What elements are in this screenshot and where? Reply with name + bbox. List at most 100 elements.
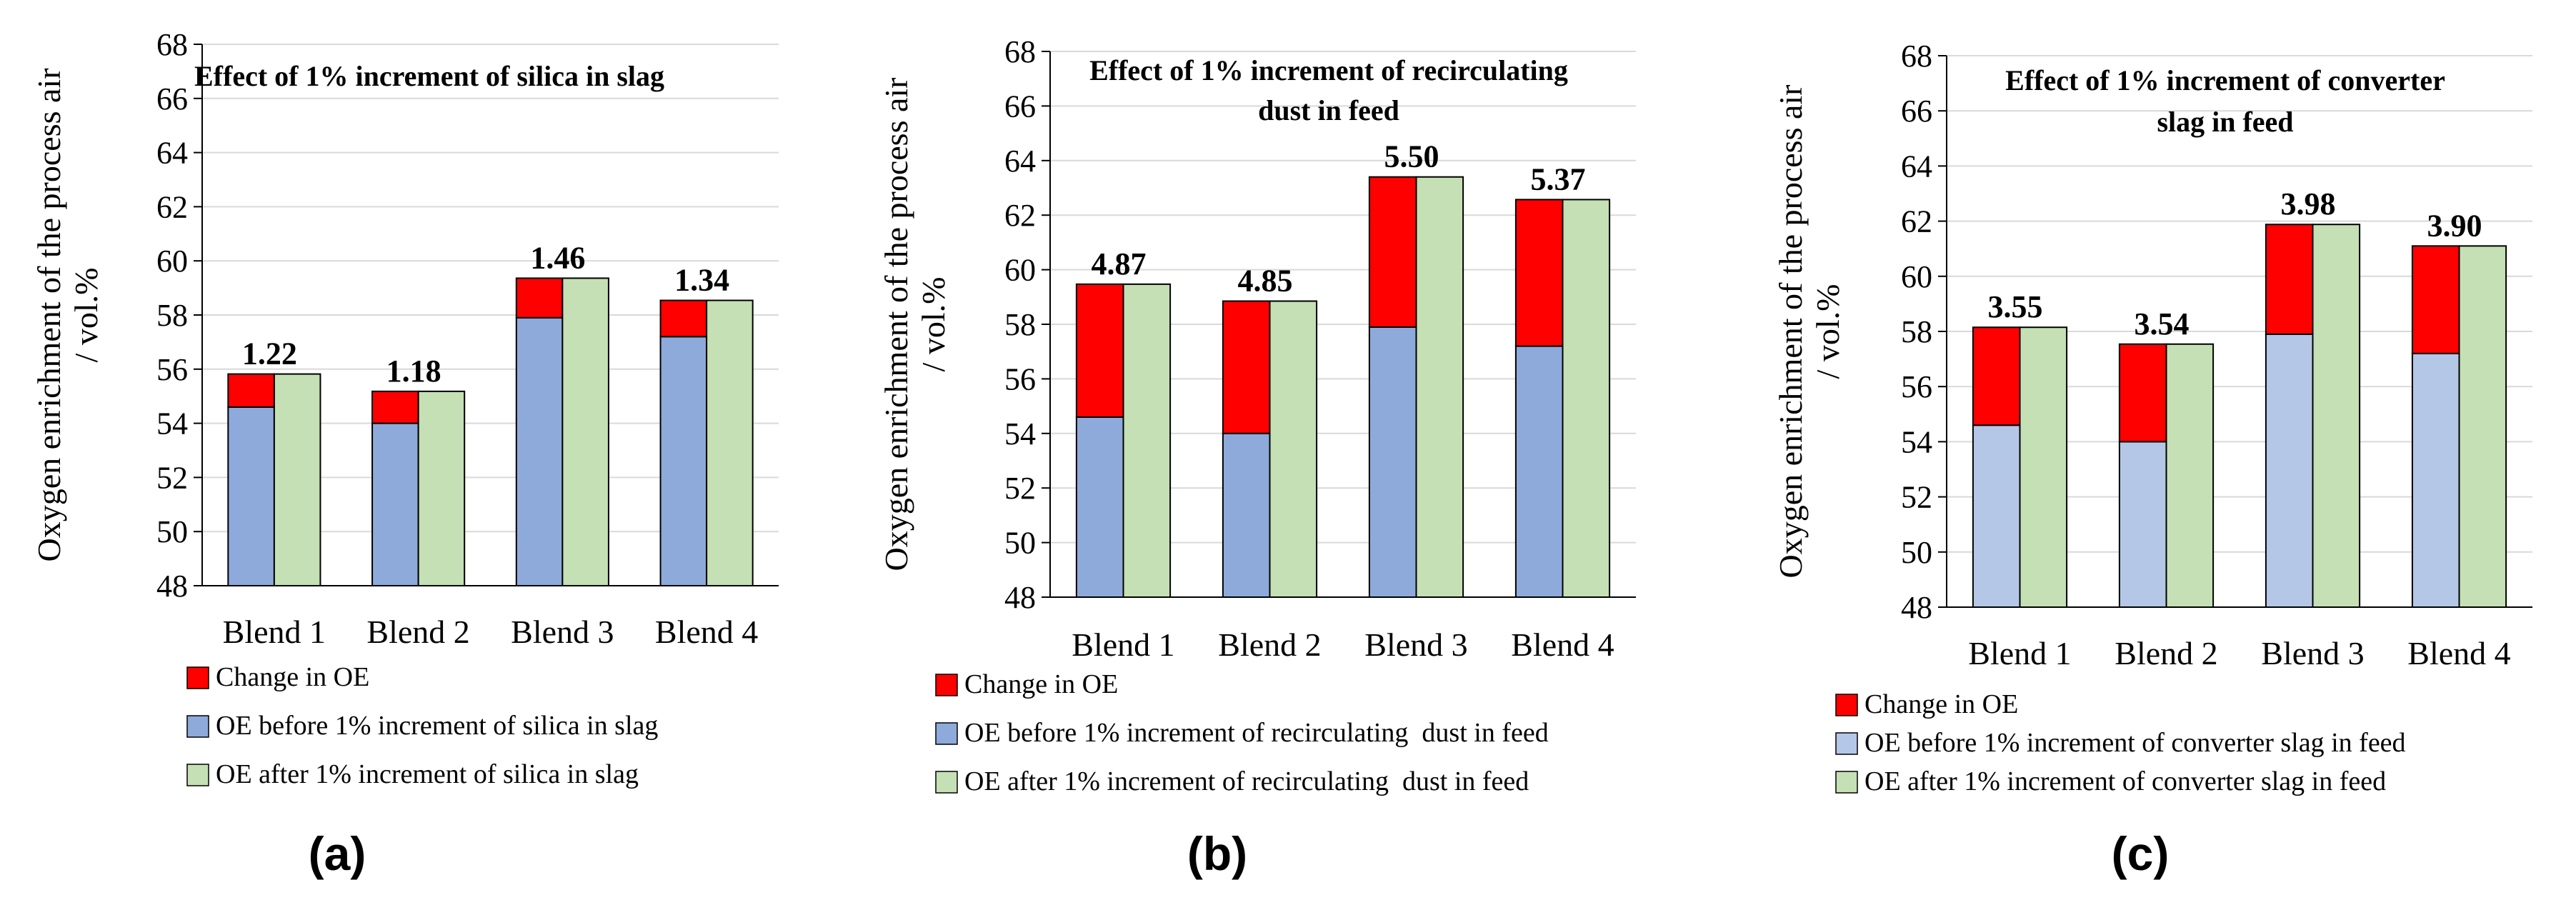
y-axis-title: / vol.%	[915, 277, 952, 372]
chart-title: slag in feed	[2157, 106, 2293, 138]
y-tick-label: 50	[1004, 526, 1036, 561]
y-tick-label: 60	[156, 244, 188, 279]
y-tick-label: 56	[1004, 361, 1036, 396]
chart-title: Effect of 1% increment of recirculating	[1089, 54, 1568, 86]
legend-swatch	[186, 666, 209, 689]
chart-title: dust in feed	[1258, 94, 1399, 126]
data-label: 3.90	[2427, 208, 2482, 243]
y-tick-label: 68	[1004, 34, 1036, 69]
bar-oe-after	[1122, 283, 1172, 598]
x-category-label: Blend 4	[1511, 626, 1614, 663]
legend-swatch	[1835, 771, 1858, 794]
legend-swatch	[186, 764, 209, 786]
y-tick-label: 52	[156, 460, 188, 495]
x-category-label: Blend 1	[1968, 635, 2071, 671]
data-label: 1.34	[674, 263, 729, 298]
bar-oe-before	[659, 336, 708, 586]
bar-oe-after	[2458, 245, 2507, 608]
bar-change-in-oe	[1075, 283, 1124, 418]
y-tick-label: 50	[156, 514, 188, 549]
legend-entry: Change in OE	[964, 669, 1118, 699]
bar-change-in-oe	[227, 373, 275, 408]
bar-oe-before	[227, 406, 275, 586]
chart-title: Effect of 1% increment of converter	[2005, 64, 2445, 96]
chart-panel-a: 48 50 52 54 56 58 60 62 64 66 68 1.22 Blend 1 1.18 Ble…	[31, 27, 779, 880]
bar-change-in-oe	[659, 299, 708, 338]
legend-swatch	[935, 722, 958, 745]
y-tick-label: 52	[1901, 480, 1932, 515]
y-tick-label: 52	[1004, 471, 1036, 506]
y-tick-label: 48	[1004, 580, 1036, 615]
legend-entry: OE before 1% increment of silica in slag	[216, 711, 658, 741]
data-label: 1.46	[530, 240, 585, 275]
bar-oe-before	[1972, 424, 2021, 608]
y-tick-label: 54	[156, 406, 188, 441]
y-tick-label: 50	[1901, 535, 1932, 570]
bar-oe-after	[561, 277, 609, 586]
y-tick-label: 60	[1901, 259, 1932, 294]
x-category-label: Blend 2	[366, 614, 469, 650]
data-label: 4.85	[1237, 264, 1292, 299]
y-axis-title: Oxygen enrichment of the process air	[878, 77, 914, 571]
bar-change-in-oe	[2411, 245, 2460, 354]
bar-change-in-oe	[371, 390, 419, 424]
legend-entry: Change in OE	[216, 662, 369, 692]
x-category-label: Blend 1	[223, 614, 326, 650]
y-tick-label: 68	[156, 27, 188, 62]
bar-oe-after	[1269, 300, 1318, 598]
bar-oe-before	[1075, 416, 1124, 598]
y-tick-label: 64	[1004, 144, 1036, 179]
x-category-label: Blend 4	[2407, 635, 2510, 671]
bar-change-in-oe	[1368, 176, 1417, 328]
legend-swatch	[1835, 732, 1858, 755]
y-axis-title: Oxygen enrichment of the process air	[31, 68, 67, 561]
bar-oe-after	[2165, 343, 2215, 608]
data-label: 3.98	[2280, 186, 2335, 221]
bar-oe-after	[417, 390, 466, 586]
data-label: 5.37	[1530, 161, 1585, 196]
legend-swatch	[186, 715, 209, 738]
panel-label: (c)	[2112, 827, 2170, 880]
bar-oe-after	[273, 373, 321, 586]
data-label: 3.55	[1987, 289, 2042, 324]
bar-oe-before	[2265, 333, 2314, 608]
y-tick-label: 66	[1901, 94, 1932, 129]
bar-oe-after	[2019, 326, 2068, 608]
y-tick-label: 66	[156, 81, 188, 116]
data-label: 3.54	[2134, 306, 2189, 341]
y-tick-label: 62	[1004, 198, 1036, 233]
data-label: 5.50	[1384, 139, 1439, 174]
bar-change-in-oe	[2265, 224, 2314, 335]
y-tick-label: 64	[156, 136, 188, 171]
legend-entry: OE after 1% increment of silica in slag	[216, 759, 639, 789]
bar-oe-after	[706, 299, 754, 586]
y-tick-label: 68	[1901, 39, 1932, 74]
x-category-label: Blend 2	[1218, 626, 1321, 663]
y-tick-label: 56	[156, 352, 188, 387]
y-axis-title: Oxygen enrichment of the process air	[1772, 84, 1809, 578]
y-tick-label: 58	[1004, 307, 1036, 342]
panel-label: (a)	[309, 827, 366, 880]
chart-title: Effect of 1% increment of silica in slag	[194, 60, 664, 92]
y-tick-label: 56	[1901, 369, 1932, 404]
bar-oe-before	[515, 316, 564, 586]
chart-panel-c: 48 50 52 54 56 58 60 62 64 66 68 3.55 Blend 1 3.54 Ble…	[1772, 39, 2532, 880]
legend-entry: OE before 1% increment of converter slag…	[1864, 728, 2406, 758]
chart-panel-b: 48 50 52 54 56 58 60 62 64 66 68 4.87 Blend 1 4.85 Ble…	[878, 34, 1636, 880]
legend-swatch	[1835, 694, 1858, 716]
y-tick-label: 62	[1901, 204, 1932, 239]
y-tick-label: 62	[156, 189, 188, 224]
legend-entry: OE after 1% increment of converter slag …	[1864, 766, 2386, 796]
bar-oe-before	[2118, 441, 2167, 609]
data-label: 1.22	[242, 336, 297, 371]
data-label: 1.18	[386, 354, 441, 389]
y-axis-title: / vol.%	[68, 268, 104, 363]
y-tick-label: 54	[1004, 416, 1036, 451]
bar-change-in-oe	[1222, 300, 1271, 434]
y-tick-label: 54	[1901, 424, 1932, 459]
bar-oe-before	[371, 422, 419, 586]
legend-swatch	[935, 771, 958, 794]
bar-oe-after	[1415, 176, 1464, 599]
